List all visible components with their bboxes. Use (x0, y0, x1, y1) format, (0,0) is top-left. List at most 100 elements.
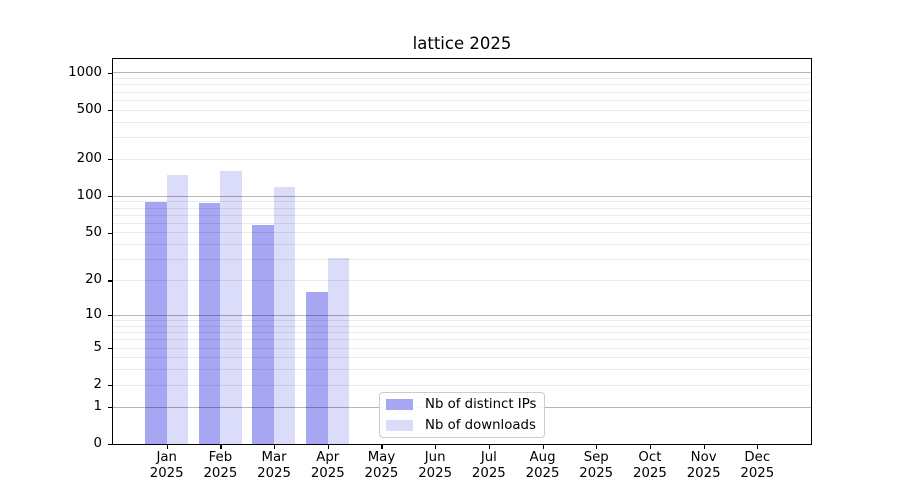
legend-label-downloads: Nb of downloads (425, 418, 536, 433)
y-tick-label-5: 5 (93, 339, 102, 355)
minor-gridline (112, 357, 811, 359)
y-tick-label-50: 50 (85, 224, 102, 240)
minor-gridline (112, 232, 811, 234)
minor-gridline (112, 214, 811, 216)
y-tick-mark-100 (108, 195, 113, 198)
minor-gridline (112, 121, 811, 123)
minor-gridline (112, 158, 811, 160)
y-tick-label-1: 1 (93, 398, 102, 414)
y-tick-label-10: 10 (85, 307, 102, 323)
y-tick-mark-0 (108, 444, 113, 446)
x-tick-label-apr: Apr 2025 (288, 450, 368, 481)
y-tick-mark-1 (108, 406, 113, 408)
x-tick-mark-aug (542, 444, 544, 449)
year-label: 2025 (525, 465, 560, 481)
minor-gridline (112, 244, 811, 246)
y-tick-label-1000: 1000 (68, 64, 102, 80)
minor-gridline (112, 332, 811, 334)
minor-gridline (112, 339, 811, 341)
bar-downloads-jan (166, 174, 188, 444)
major-gridline-1000 (112, 72, 811, 74)
minor-gridline (112, 201, 811, 203)
year-label: 2025 (471, 465, 506, 481)
month-label: Dec (744, 450, 771, 465)
y-tick-mark-500 (108, 109, 113, 112)
y-tick-label-500: 500 (76, 101, 102, 117)
year-label: 2025 (203, 465, 238, 481)
chart-title: lattice 2025 (412, 34, 512, 53)
minor-gridline (112, 384, 811, 386)
legend-item-downloads: Nb of downloads (386, 415, 538, 436)
x-tick-mark-oct (649, 444, 652, 449)
x-tick-mark-jul (488, 444, 491, 449)
year-label: 2025 (686, 465, 721, 481)
y-tick-mark-5 (108, 347, 113, 349)
minor-gridline (112, 137, 811, 139)
y-tick-mark-10 (108, 315, 113, 317)
legend-swatch-downloads (386, 420, 413, 431)
x-tick-label-aug: Aug 2025 (503, 450, 583, 481)
y-tick-label-0: 0 (93, 436, 102, 451)
y-tick-mark-20 (108, 280, 113, 282)
bar-downloads-feb (220, 170, 242, 444)
minor-gridline (112, 320, 811, 322)
y-tick-mark-2 (108, 384, 113, 387)
month-label: Aug (529, 450, 556, 465)
x-tick-label-jul: Jul 2025 (449, 450, 529, 481)
month-label: Jun (424, 450, 446, 465)
minor-gridline (112, 259, 811, 261)
x-tick-label-sep: Sep 2025 (556, 450, 636, 481)
year-label: 2025 (310, 465, 345, 481)
legend-label-distinct-ips: Nb of distinct IPs (425, 397, 537, 412)
minor-gridline (112, 99, 811, 101)
year-label: 2025 (149, 465, 184, 481)
month-label: Jan (156, 450, 177, 465)
x-tick-mark-apr (327, 444, 329, 449)
y-tick-label-2: 2 (93, 376, 102, 392)
x-tick-label-jun: Jun 2025 (395, 450, 475, 481)
month-label: May (367, 450, 396, 465)
x-tick-label-may: May 2025 (341, 450, 421, 481)
month-label: Sep (583, 450, 609, 465)
x-tick-mark-sep (596, 444, 598, 449)
x-tick-label-nov: Nov 2025 (664, 450, 744, 481)
y-tick-label-200: 200 (76, 150, 102, 166)
major-gridline-100 (112, 195, 811, 197)
bar-downloads-mar (273, 186, 296, 444)
x-tick-label-dec: Dec 2025 (717, 450, 797, 481)
minor-gridline (112, 222, 811, 224)
x-tick-mark-may (381, 444, 383, 449)
y-tick-mark-50 (108, 232, 113, 234)
bar-downloads-apr (327, 257, 350, 444)
month-label: Oct (638, 450, 662, 465)
y-tick-label-100: 100 (76, 187, 102, 203)
month-label: Feb (208, 450, 233, 465)
month-label: Apr (316, 450, 340, 465)
minor-gridline (112, 325, 811, 327)
year-label: 2025 (633, 465, 667, 481)
x-tick-label-oct: Oct 2025 (610, 450, 690, 481)
plot-area (111, 57, 812, 445)
x-tick-mark-mar (274, 444, 276, 449)
minor-gridline (112, 109, 811, 111)
bar-distinct-ips-mar (252, 224, 274, 444)
minor-gridline (112, 369, 811, 371)
month-label: Mar (261, 450, 287, 465)
year-label: 2025 (740, 465, 775, 481)
x-tick-mark-dec (757, 444, 759, 449)
x-tick-label-feb: Feb 2025 (180, 450, 260, 481)
y-tick-mark-1000 (108, 72, 113, 74)
month-label: Jul (480, 450, 497, 465)
year-label: 2025 (579, 465, 614, 481)
bar-distinct-ips-jan (145, 201, 167, 444)
minor-gridline (112, 347, 811, 349)
x-tick-label-jan: Jan 2025 (127, 450, 207, 481)
minor-gridline (112, 84, 811, 86)
x-tick-mark-nov (703, 444, 705, 449)
legend-item-distinct-ips: Nb of distinct IPs (386, 394, 538, 415)
x-tick-mark-jan (166, 444, 168, 449)
legend-swatch-distinct-ips (386, 399, 413, 410)
minor-gridline (112, 207, 811, 209)
year-label: 2025 (257, 465, 291, 481)
